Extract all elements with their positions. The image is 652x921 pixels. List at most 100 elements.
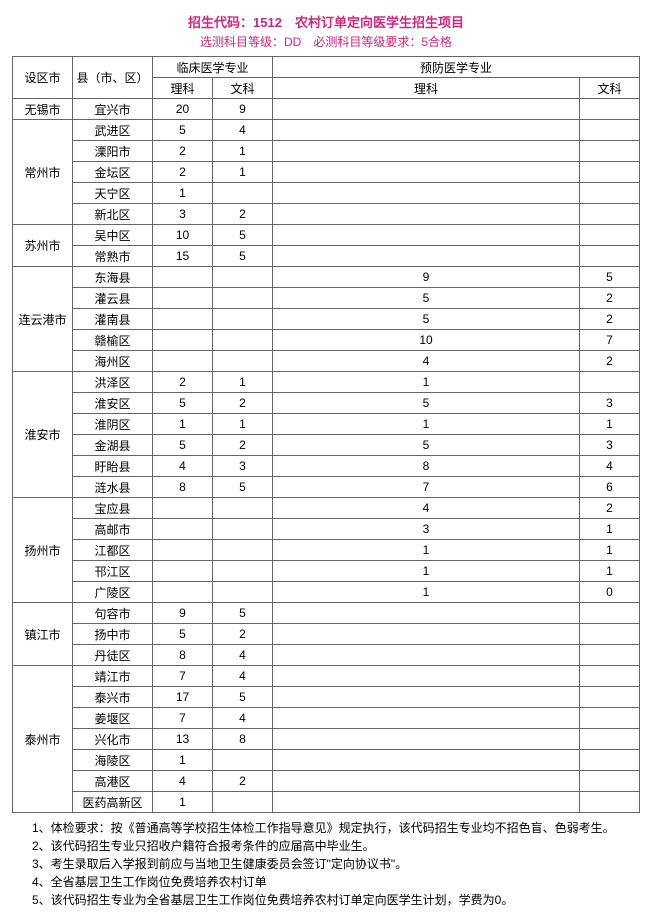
cell-d — [579, 624, 639, 645]
cell-county: 高港区 — [73, 771, 153, 792]
cell-c: 1 — [273, 582, 580, 603]
cell-d: 2 — [579, 498, 639, 519]
header-arts: 文科 — [213, 78, 273, 99]
cell-a — [153, 498, 213, 519]
note-line: 3、考生录取后入学报到前应与当地卫生健康委员会签订"定向协议书"。 — [32, 855, 640, 873]
table-row: 连云港市东海县95 — [13, 267, 640, 288]
cell-d: 7 — [579, 330, 639, 351]
table-row: 扬中市52 — [13, 624, 640, 645]
cell-b: 5 — [213, 225, 273, 246]
cell-a: 5 — [153, 624, 213, 645]
cell-c: 5 — [273, 288, 580, 309]
header-major2: 预防医学专业 — [273, 57, 640, 78]
cell-county: 天宁区 — [73, 183, 153, 204]
cell-c — [273, 603, 580, 624]
table-row: 淮安市洪泽区211 — [13, 372, 640, 393]
header-arts: 文科 — [579, 78, 639, 99]
cell-c: 10 — [273, 330, 580, 351]
table-row: 泰州市靖江市74 — [13, 666, 640, 687]
cell-a: 20 — [153, 99, 213, 120]
cell-b: 9 — [213, 99, 273, 120]
cell-county: 兴化市 — [73, 729, 153, 750]
cell-b — [213, 792, 273, 813]
cell-county: 泰兴市 — [73, 687, 153, 708]
header-science: 理科 — [273, 78, 580, 99]
table-row: 常州市武进区54 — [13, 120, 640, 141]
cell-a: 9 — [153, 603, 213, 624]
cell-a: 2 — [153, 141, 213, 162]
cell-c: 9 — [273, 267, 580, 288]
cell-b: 5 — [213, 246, 273, 267]
note-line: 5、该代码招生专业为全省基层卫生工作岗位免费培养农村订单定向医学生计划，学费为0… — [32, 891, 640, 909]
cell-a: 15 — [153, 246, 213, 267]
table-row: 高邮市31 — [13, 519, 640, 540]
table-row: 丹徒区84 — [13, 645, 640, 666]
cell-d: 4 — [579, 456, 639, 477]
enrollment-table: 设区市 县（市、区） 临床医学专业 预防医学专业 理科 文科 理科 文科 无锡市… — [12, 56, 640, 813]
cell-a: 1 — [153, 750, 213, 771]
cell-b — [213, 750, 273, 771]
table-row: 天宁区1 — [13, 183, 640, 204]
cell-a: 5 — [153, 120, 213, 141]
cell-a: 3 — [153, 204, 213, 225]
cell-county: 句容市 — [73, 603, 153, 624]
cell-b: 5 — [213, 477, 273, 498]
cell-a: 5 — [153, 435, 213, 456]
cell-c — [273, 750, 580, 771]
cell-a — [153, 288, 213, 309]
table-row: 盱眙县4384 — [13, 456, 640, 477]
cell-b: 1 — [213, 372, 273, 393]
cell-c: 1 — [273, 561, 580, 582]
cell-a — [153, 540, 213, 561]
cell-b: 4 — [213, 120, 273, 141]
cell-b — [213, 288, 273, 309]
cell-a — [153, 351, 213, 372]
cell-c — [273, 708, 580, 729]
cell-a: 2 — [153, 162, 213, 183]
cell-b: 2 — [213, 624, 273, 645]
cell-d: 1 — [579, 414, 639, 435]
cell-d — [579, 99, 639, 120]
cell-county: 高邮市 — [73, 519, 153, 540]
cell-county: 洪泽区 — [73, 372, 153, 393]
cell-b: 3 — [213, 456, 273, 477]
table-row: 江都区11 — [13, 540, 640, 561]
table-row: 金湖县5253 — [13, 435, 640, 456]
cell-city: 淮安市 — [13, 372, 73, 498]
cell-d: 5 — [579, 267, 639, 288]
table-row: 灌南县52 — [13, 309, 640, 330]
table-row: 淮阴区1111 — [13, 414, 640, 435]
cell-b: 5 — [213, 687, 273, 708]
cell-county: 扬中市 — [73, 624, 153, 645]
cell-county: 医药高新区 — [73, 792, 153, 813]
cell-county: 灌云县 — [73, 288, 153, 309]
cell-b: 1 — [213, 162, 273, 183]
cell-c: 1 — [273, 540, 580, 561]
cell-c: 5 — [273, 309, 580, 330]
cell-c — [273, 162, 580, 183]
cell-county: 金湖县 — [73, 435, 153, 456]
cell-a: 8 — [153, 645, 213, 666]
cell-county: 淮阴区 — [73, 414, 153, 435]
cell-a: 4 — [153, 771, 213, 792]
cell-d — [579, 204, 639, 225]
header-city: 设区市 — [13, 57, 73, 99]
cell-b — [213, 183, 273, 204]
cell-b: 2 — [213, 204, 273, 225]
cell-c — [273, 687, 580, 708]
cell-a: 5 — [153, 393, 213, 414]
cell-b: 8 — [213, 729, 273, 750]
cell-d: 2 — [579, 309, 639, 330]
cell-c — [273, 666, 580, 687]
cell-d — [579, 792, 639, 813]
header-science: 理科 — [153, 78, 213, 99]
cell-d: 6 — [579, 477, 639, 498]
cell-a — [153, 267, 213, 288]
cell-c — [273, 792, 580, 813]
table-row: 医药高新区1 — [13, 792, 640, 813]
cell-c — [273, 204, 580, 225]
cell-b — [213, 498, 273, 519]
table-row: 苏州市吴中区105 — [13, 225, 640, 246]
cell-county: 金坛区 — [73, 162, 153, 183]
cell-a: 17 — [153, 687, 213, 708]
